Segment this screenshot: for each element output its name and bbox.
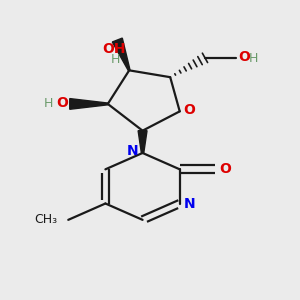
Text: H: H <box>111 53 121 66</box>
Text: H: H <box>249 52 258 65</box>
Text: O: O <box>238 50 250 64</box>
Text: N: N <box>184 196 196 211</box>
Text: O: O <box>183 103 195 117</box>
Polygon shape <box>70 99 108 109</box>
Polygon shape <box>112 38 130 71</box>
Text: OH: OH <box>103 41 126 56</box>
Text: O: O <box>219 162 231 176</box>
Text: O: O <box>56 96 68 110</box>
Text: CH₃: CH₃ <box>35 213 58 226</box>
Polygon shape <box>138 131 147 153</box>
Text: H: H <box>44 97 53 110</box>
Text: N: N <box>127 144 138 158</box>
